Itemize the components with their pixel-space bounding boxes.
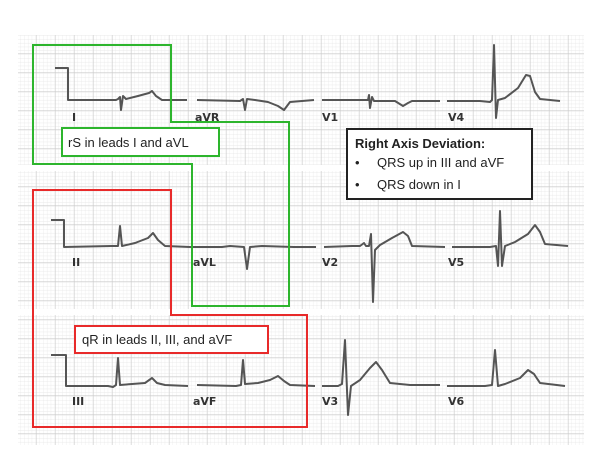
lead-label-aVR: aVR	[195, 111, 220, 124]
row-separator	[18, 165, 584, 171]
ecg-trace-V4	[447, 44, 561, 119]
lead-label-V2: V2	[322, 256, 338, 269]
ecg-trace-V6	[447, 349, 566, 387]
lead-label-II: II	[72, 256, 80, 269]
ecg-trace-V1	[322, 94, 440, 109]
green-label-box	[61, 127, 220, 157]
ecg-trace-II	[51, 219, 191, 248]
lead-label-V5: V5	[448, 256, 464, 269]
ecg-trace-I	[55, 67, 187, 111]
lead-label-V3: V3	[322, 395, 338, 408]
ecg-trace-V3	[322, 339, 440, 416]
row-separator	[18, 309, 584, 315]
summary-title: Right Axis Deviation:	[355, 136, 485, 151]
summary-item: QRS down in I	[377, 177, 461, 192]
summary-box	[346, 128, 533, 200]
ecg-trace-aVL	[190, 245, 316, 270]
ecg-trace-V2	[323, 231, 446, 303]
red-label-box	[74, 325, 269, 354]
lead-label-III: III	[72, 395, 84, 408]
lead-label-V1: V1	[322, 111, 338, 124]
lead-label-V6: V6	[448, 395, 465, 408]
lead-label-aVL: aVL	[193, 256, 216, 269]
lead-label-I: I	[72, 111, 76, 124]
bullet-icon: •	[355, 177, 360, 192]
ecg-trace-aVR	[196, 98, 315, 111]
red-label-text: qR in leads II, III, and aVF	[82, 332, 232, 347]
summary-item: QRS up in III and aVF	[377, 155, 504, 170]
green-highlight-outline	[32, 44, 290, 307]
ecg-trace-III	[51, 354, 189, 388]
lead-label-V4: V4	[448, 111, 465, 124]
ecg-trace-V5	[452, 210, 569, 267]
green-label-text: rS in leads I and aVL	[68, 135, 189, 150]
lead-label-aVF: aVF	[193, 395, 216, 408]
bullet-icon: •	[355, 155, 360, 170]
ecg-grid	[18, 35, 584, 445]
red-highlight-outline	[32, 189, 308, 428]
ecg-trace-aVF	[196, 359, 316, 387]
